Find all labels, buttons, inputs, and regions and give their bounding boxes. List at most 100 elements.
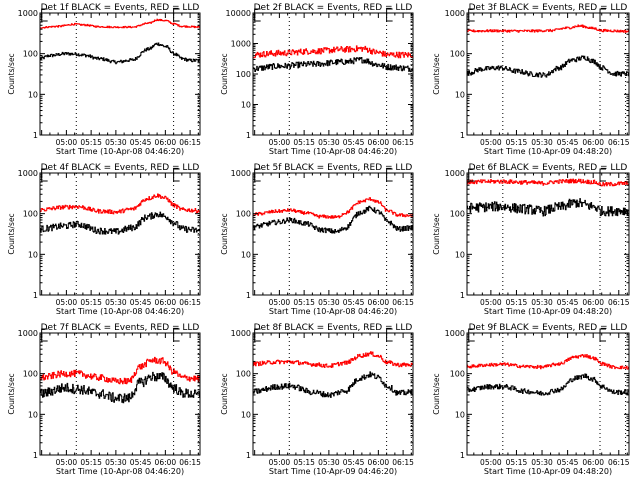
x-tick-label: 06:15 (608, 138, 630, 147)
x-tick-label: 05:00 (56, 138, 78, 147)
x-tick-label: 05:30 (105, 458, 127, 467)
x-tick-label: 06:00 (155, 458, 177, 467)
x-tick-label: 05:15 (293, 298, 315, 307)
x-tick-label: 06:00 (368, 138, 390, 147)
x-axis-label: Start Time (10-Apr-09 04:46:20) (269, 467, 397, 476)
panel-title: Det 2f BLACK = Events, RED = LLD (254, 3, 413, 13)
y-axis-label: Counts/sec (220, 213, 229, 254)
panel-title: Det 7f BLACK = Events, RED = LLD (41, 323, 200, 333)
y-tick-label: 10 (241, 250, 251, 259)
panel-det-7: Det 7f BLACK = Events, RED = LLD 1 10 100 10… (7, 323, 201, 476)
series-line-events (467, 373, 630, 396)
y-tick-label: 1000 (231, 169, 251, 178)
y-tick-label: 1000 (18, 329, 38, 338)
panel-det-4: Det 4f BLACK = Events, RED = LLD 1 10 100 10… (7, 163, 201, 316)
panel-det-6: Det 6f BLACK = Events, RED = LLD 1 10 100 10… (432, 163, 630, 316)
x-tick-label: 05:30 (105, 138, 127, 147)
x-tick-label: 05:00 (56, 298, 78, 307)
y-axis-label: Counts/sec (432, 213, 441, 254)
panel-det-2: Det 2f BLACK = Events, RED = LLD 1 10 100 10… (220, 3, 414, 156)
y-axis-label: Counts/sec (7, 373, 16, 414)
y-tick-label: 10 (241, 101, 251, 110)
y-tick-label: 1 (460, 291, 465, 300)
series-line-lld (467, 354, 630, 370)
series-line-lld (253, 351, 414, 368)
panel-det-1: Det 1f BLACK = Events, RED = LLD 1 10 100 10… (7, 3, 201, 156)
y-tick-label: 1000 (445, 329, 465, 338)
y-tick-label: 1 (246, 131, 251, 140)
x-tick-label: 05:00 (56, 458, 78, 467)
series-line-lld (467, 178, 630, 187)
x-tick-label: 05:00 (480, 458, 502, 467)
series-line-lld (40, 18, 201, 29)
panel-det-3: Det 3f BLACK = Events, RED = LLD 1 10 100 10… (432, 3, 630, 156)
panel-title: Det 3f BLACK = Events, RED = LLD (469, 3, 628, 13)
x-axis-label: Start Time (10-Apr-08 04:46:20) (56, 467, 184, 476)
series-line-events (253, 205, 414, 234)
x-tick-label: 06:00 (368, 458, 390, 467)
x-axis-label: Start Time (10-Apr-08 04:46:20) (269, 147, 397, 156)
series-line-events (40, 211, 201, 235)
y-tick-label: 10 (28, 410, 38, 419)
series-line-events (40, 42, 201, 65)
panel-title: Det 4f BLACK = Events, RED = LLD (41, 163, 200, 173)
x-tick-label: 05:30 (531, 458, 553, 467)
x-tick-label: 05:15 (293, 138, 315, 147)
y-tick-label: 100 (450, 370, 465, 379)
x-tick-label: 05:30 (318, 458, 340, 467)
y-tick-label: 10 (455, 90, 465, 99)
y-tick-label: 1 (33, 291, 38, 300)
x-tick-label: 06:15 (392, 458, 414, 467)
x-tick-label: 06:15 (179, 458, 201, 467)
panel-det-9: Det 9f BLACK = Events, RED = LLD 1 10 100 10… (432, 323, 630, 476)
panel-title: Det 1f BLACK = Events, RED = LLD (41, 3, 200, 13)
y-tick-label: 100 (23, 210, 38, 219)
y-tick-label: 10 (28, 250, 38, 259)
y-tick-label: 1000 (445, 9, 465, 18)
y-tick-label: 100 (450, 50, 465, 59)
y-tick-label: 10000 (226, 9, 251, 18)
x-tick-label: 06:00 (155, 138, 177, 147)
x-tick-label: 05:45 (130, 298, 152, 307)
x-tick-label: 05:30 (531, 298, 553, 307)
series-line-lld (40, 356, 201, 385)
y-tick-label: 1 (460, 451, 465, 460)
plot-frame (252, 332, 414, 456)
x-tick-label: 06:15 (608, 458, 630, 467)
y-axis-label: Counts/sec (432, 373, 441, 414)
series-line-events (253, 57, 414, 73)
e-marker (599, 8, 607, 22)
x-tick-label: 06:15 (179, 138, 201, 147)
x-tick-label: 06:00 (582, 458, 604, 467)
panel-title: Det 8f BLACK = Events, RED = LLD (254, 323, 413, 333)
y-tick-label: 100 (236, 70, 251, 79)
x-tick-label: 05:00 (480, 298, 502, 307)
x-tick-label: 05:30 (105, 298, 127, 307)
x-axis-label: Start Time (10-Apr-08 04:46:20) (56, 307, 184, 316)
x-tick-label: 05:15 (506, 138, 528, 147)
x-tick-label: 05:45 (557, 138, 579, 147)
x-tick-label: 05:45 (557, 458, 579, 467)
x-tick-label: 06:15 (392, 298, 414, 307)
y-tick-label: 100 (23, 50, 38, 59)
y-tick-label: 100 (450, 210, 465, 219)
x-tick-label: 05:00 (269, 458, 291, 467)
plot-frame (252, 172, 414, 296)
x-tick-label: 05:15 (506, 298, 528, 307)
x-tick-label: 05:00 (269, 138, 291, 147)
x-tick-label: 06:00 (368, 298, 390, 307)
y-tick-label: 1 (460, 131, 465, 140)
plot-frame (39, 332, 201, 456)
x-tick-label: 05:30 (531, 138, 553, 147)
y-tick-label: 10 (241, 410, 251, 419)
x-tick-label: 05:30 (318, 138, 340, 147)
x-axis-label: Start Time (10-Apr-09 04:48:20) (484, 147, 612, 156)
y-tick-label: 100 (236, 210, 251, 219)
x-tick-label: 06:00 (582, 298, 604, 307)
series-line-lld (467, 24, 630, 33)
y-axis-label: Counts/sec (220, 373, 229, 414)
y-tick-label: 100 (236, 370, 251, 379)
x-tick-label: 05:45 (343, 458, 365, 467)
panel-det-5: Det 5f BLACK = Events, RED = LLD 1 10 100 10… (220, 163, 414, 316)
x-tick-label: 05:45 (130, 458, 152, 467)
